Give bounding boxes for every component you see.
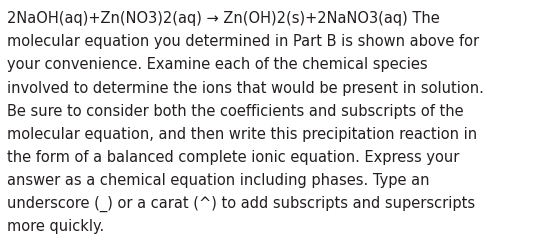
Text: your convenience. Examine each of the chemical species: your convenience. Examine each of the ch… <box>7 57 428 72</box>
Text: Be sure to consider both the coefficients and subscripts of the: Be sure to consider both the coefficient… <box>7 103 464 118</box>
Text: molecular equation you determined in Part B is shown above for: molecular equation you determined in Par… <box>7 34 479 49</box>
Text: more quickly.: more quickly. <box>7 218 104 233</box>
Text: answer as a chemical equation including phases. Type an: answer as a chemical equation including … <box>7 172 430 187</box>
Text: molecular equation, and then write this precipitation reaction in: molecular equation, and then write this … <box>7 126 478 141</box>
Text: 2NaOH(aq)+Zn(NO3)2(aq) → Zn(OH)2(s)+2NaNO3(aq) The: 2NaOH(aq)+Zn(NO3)2(aq) → Zn(OH)2(s)+2NaN… <box>7 11 440 26</box>
Text: the form of a balanced complete ionic equation. Express your: the form of a balanced complete ionic eq… <box>7 149 460 164</box>
Text: involved to determine the ions that would be present in solution.: involved to determine the ions that woul… <box>7 80 484 95</box>
Text: underscore (_) or a carat (^) to add subscripts and superscripts: underscore (_) or a carat (^) to add sub… <box>7 195 475 212</box>
